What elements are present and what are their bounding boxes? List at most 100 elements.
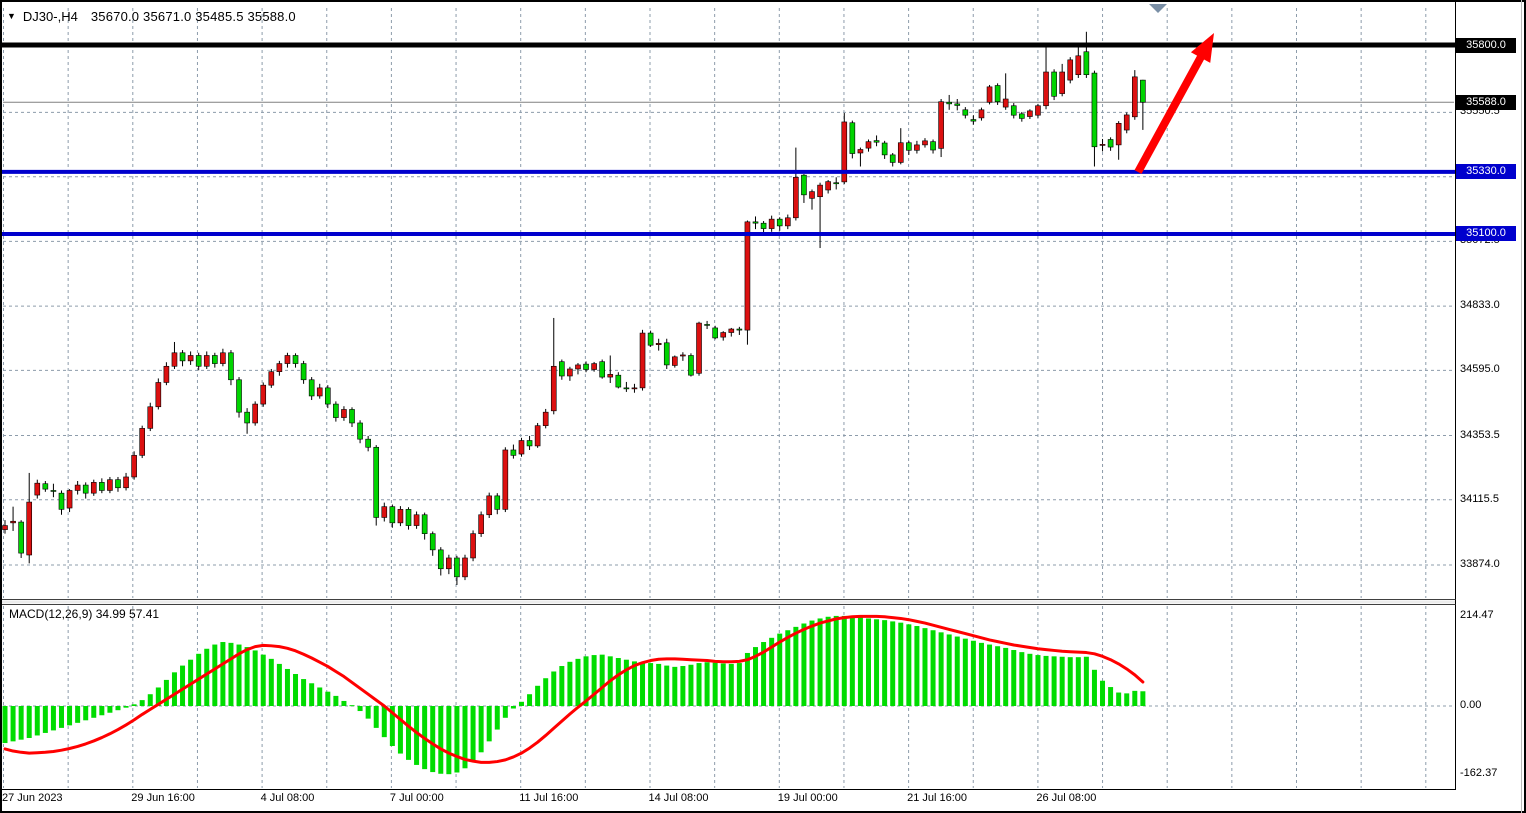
bear-candle	[82, 484, 89, 494]
bull-candle	[655, 343, 662, 345]
macd-histogram-bar	[712, 662, 718, 706]
bull-candle	[897, 142, 904, 163]
macd-histogram-bar	[220, 642, 226, 706]
bull-candle	[591, 363, 597, 370]
bull-candle	[413, 514, 420, 526]
macd-histogram-bar	[462, 706, 468, 769]
candles-group	[2, 31, 1146, 585]
bear-candle	[429, 533, 436, 551]
macd-histogram-bar	[301, 679, 307, 706]
price-axis-label: 34115.5	[1460, 492, 1499, 505]
trend-arrow-head[interactable]	[1190, 33, 1214, 63]
bull-candle	[1099, 144, 1106, 146]
bull-candle	[381, 506, 388, 518]
bull-candle	[90, 482, 97, 494]
bull-candle	[163, 365, 170, 383]
bull-candle	[1043, 71, 1049, 107]
macd-histogram-bar	[631, 661, 637, 706]
macd-histogram-bar	[567, 661, 573, 706]
macd-histogram-bar	[293, 674, 299, 706]
bull-candle	[131, 455, 137, 478]
bull-candle	[1115, 122, 1122, 146]
bull-candle	[809, 191, 815, 199]
bear-candle	[615, 374, 622, 388]
macd-axis-label: -162.37	[1460, 767, 1498, 780]
bull-candle	[542, 411, 549, 426]
chart-shift-marker-icon[interactable]	[1149, 4, 1167, 13]
macd-axis-label: 214.47	[1460, 608, 1494, 621]
macd-histogram-bar	[1083, 656, 1089, 706]
bull-candle	[397, 509, 404, 524]
macd-histogram-bar	[438, 706, 444, 774]
macd-histogram-bar	[260, 654, 266, 706]
macd-histogram-group	[2, 615, 1146, 775]
bull-candle	[680, 354, 686, 357]
bear-candle	[437, 549, 444, 570]
bull-candle	[793, 176, 799, 219]
bull-candle	[34, 482, 41, 496]
bear-candle	[760, 222, 767, 229]
macd-histogram-bar	[664, 665, 670, 706]
bull-candle	[1123, 114, 1130, 131]
bull-candle	[155, 382, 162, 408]
macd-histogram-bar	[1067, 657, 1073, 706]
macd-histogram-bar	[898, 622, 904, 706]
macd-histogram-bar	[268, 658, 274, 706]
bull-candle	[567, 368, 573, 377]
macd-histogram-bar	[2, 706, 8, 744]
bull-candle	[123, 476, 129, 489]
bull-candle	[147, 406, 154, 429]
symbol-dropdown-icon[interactable]: ▼	[7, 11, 16, 21]
bear-candle	[195, 355, 202, 367]
price-axis-label: 34353.5	[1460, 428, 1500, 441]
macd-histogram-bar	[648, 663, 654, 706]
macd-histogram-bar	[809, 620, 815, 706]
macd-histogram-bar	[938, 632, 944, 706]
bull-candle	[446, 557, 452, 570]
macd-histogram-bar	[1011, 650, 1017, 706]
macd-histogram-bar	[849, 616, 855, 706]
bear-candle	[292, 355, 299, 364]
macd-histogram-bar	[341, 700, 347, 706]
macd-histogram-bar	[317, 687, 323, 706]
macd-histogram-bar	[236, 644, 242, 706]
bull-candle	[66, 490, 73, 509]
macd-histogram-bar	[502, 706, 508, 718]
time-axis-label: 21 Jul 16:00	[907, 792, 968, 804]
time-axis-label: 26 Jul 08:00	[1036, 792, 1097, 804]
bear-candle	[1019, 113, 1025, 119]
macd-histogram-bar	[987, 644, 993, 706]
macd-signal-line	[3, 614, 1145, 764]
macd-histogram-bar	[1116, 692, 1122, 706]
macd-histogram-bar	[753, 647, 759, 706]
bear-candle	[228, 352, 234, 381]
bear-candle	[324, 387, 331, 405]
trend-arrow-shaft[interactable]	[1134, 50, 1207, 174]
bear-candle	[236, 379, 242, 413]
macd-histogram-bar	[890, 621, 896, 706]
bull-candle	[74, 484, 81, 491]
macd-histogram-bar	[139, 700, 145, 706]
macd-histogram-bar	[1019, 652, 1025, 706]
bull-candle	[720, 332, 727, 338]
bear-candle	[873, 140, 880, 143]
macd-histogram-bar	[163, 679, 169, 706]
bull-candle	[10, 520, 16, 524]
macd-histogram-bar	[857, 617, 863, 706]
bear-candle	[962, 109, 969, 116]
bull-candle	[825, 181, 831, 191]
bull-candle	[857, 149, 864, 154]
macd-histogram-bar	[204, 648, 210, 706]
bear-candle	[421, 514, 428, 534]
pane-divider[interactable]	[2, 600, 1455, 604]
macd-histogram-bar	[10, 706, 16, 742]
macd-histogram-bar	[1124, 693, 1130, 706]
time-axis-label: 27 Jun 2023	[2, 792, 63, 804]
macd-histogram-bar	[26, 706, 32, 738]
macd-histogram-bar	[954, 636, 960, 706]
bear-candle	[776, 218, 783, 227]
ohlc-values: 35670.0 35671.0 35485.5 35588.0	[90, 9, 296, 24]
bear-candle	[212, 355, 218, 364]
window-right-edge	[1521, 0, 1522, 813]
bear-candle	[1051, 71, 1057, 97]
